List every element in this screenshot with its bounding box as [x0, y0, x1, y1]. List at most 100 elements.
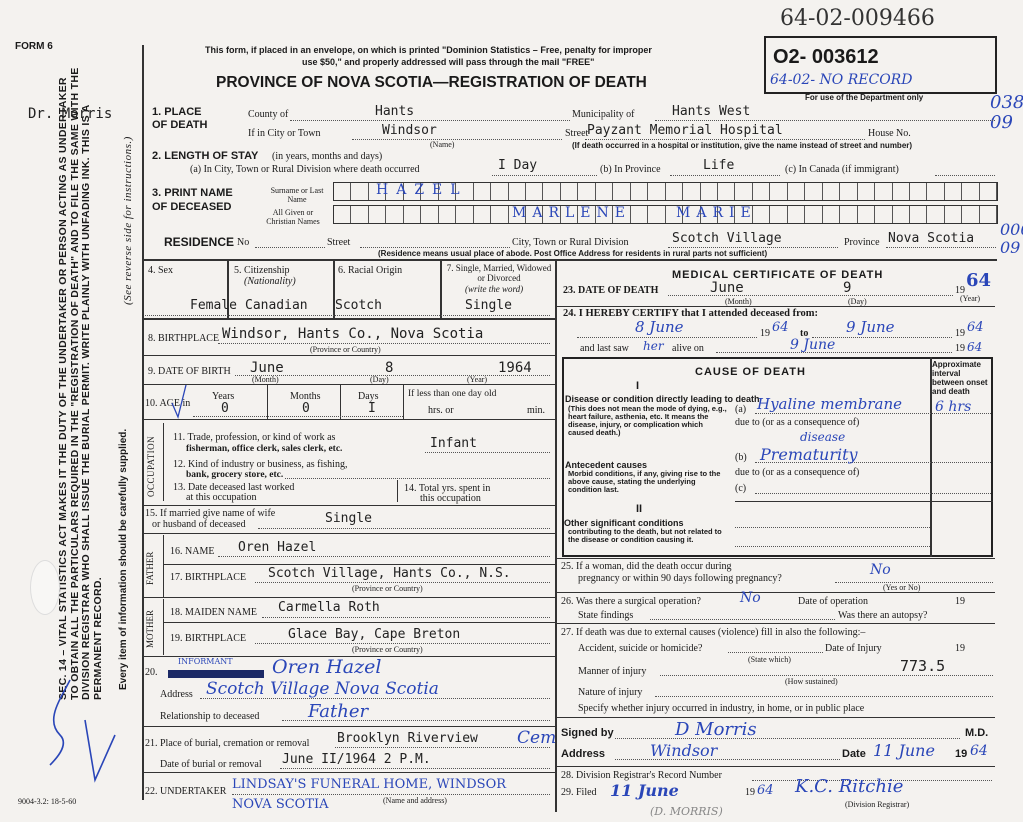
injury-date-label: Date of Injury — [825, 643, 882, 654]
death-year: 64 — [966, 270, 992, 291]
state-which-hint: (State which) — [748, 655, 791, 664]
dob-year: 1964 — [498, 360, 532, 376]
margin-mark: 09 — [1000, 238, 1021, 257]
statute-notice: SEC. 14 – VITAL STATISTICS ACT MAKES IT … — [57, 67, 104, 700]
burial-date-label: Date of burial or removal — [160, 759, 262, 770]
res-no-label: No — [237, 237, 250, 248]
nature-label: Nature of injury — [578, 687, 643, 698]
hospital-note: (If death occurred in a hospital or inst… — [572, 141, 913, 150]
undertaker-line-2: NOVA SCOTIA — [232, 797, 329, 812]
part-one-label: I — [636, 380, 640, 392]
informant-number: 20. — [145, 667, 158, 678]
print-name-label: 3. PRINT NAME OF DECEASED — [152, 187, 233, 213]
less-than-day-label: If less than one day old — [408, 389, 497, 399]
surname-grid[interactable] — [333, 182, 998, 201]
name-address-hint: (Name and address) — [383, 796, 447, 805]
prov-country-hint: (Province or Country) — [352, 645, 423, 654]
registrar-signature: K.C. Ritchie — [795, 776, 904, 797]
year-prefix: 19 — [955, 643, 965, 654]
q12b-label: bank, grocery store, etc. — [186, 470, 284, 480]
res-province-label: Province — [844, 237, 880, 248]
signed-by-label: Signed by — [561, 727, 614, 739]
days-label: Days — [358, 391, 379, 402]
margin-mark: 000 — [1000, 220, 1023, 239]
pregnancy-answer: No — [870, 562, 891, 578]
month-hint: (Month) — [252, 375, 279, 384]
mother-birthplace-label: 19. BIRTHPLACE — [170, 633, 247, 644]
spouse-value: Single — [325, 511, 372, 526]
registrar-label: (Division Registrar) — [845, 800, 910, 809]
q25b-label: pregnancy or within 90 days following pr… — [578, 573, 782, 584]
manner-code: 773.5 — [900, 657, 946, 675]
father-birthplace-label: 17. BIRTHPLACE — [170, 572, 247, 583]
racial-origin-label: 6. Racial Origin — [338, 265, 403, 276]
length-of-stay-label: 2. LENGTH OF STAY — [152, 150, 259, 162]
relationship-value: Father — [308, 701, 369, 722]
margin-mark: 09 — [990, 112, 1013, 133]
age-years: 0 — [221, 401, 229, 416]
alive-on-label: alive on — [672, 343, 704, 354]
mail-notice-2: use $50," and properly addressed will pa… — [302, 57, 595, 67]
mother-maiden-name: Carmella Roth — [278, 600, 380, 615]
q15-label: 15. If married give name of wife — [145, 508, 276, 519]
res-street-label: Street — [327, 237, 351, 248]
mail-notice: This form, if placed in an envelope, on … — [205, 45, 652, 55]
signature-year: 64 — [970, 743, 988, 759]
hrs-label: hrs. or — [428, 405, 454, 416]
burial-place-handwritten: Cem — [517, 728, 557, 748]
signer-address-label: Address — [561, 748, 606, 760]
year-prefix: 19 — [955, 596, 965, 607]
q26-label: 26. Was there a surgical operation? — [561, 596, 701, 607]
form-number: FORM 6 — [15, 41, 53, 52]
other-conditions-label: Other significant conditions — [564, 518, 684, 528]
marital-label: 7. Single, Married, Widowed or Divorced — [446, 263, 552, 283]
q28-label: 28. Division Registrar's Record Number — [561, 770, 722, 781]
prov-country-hint: (Province or Country) — [310, 345, 381, 354]
q27-label: 27. If death was due to external causes … — [561, 627, 866, 638]
racial-origin-value: Scotch — [335, 298, 382, 313]
day-hint: (Day) — [370, 375, 389, 384]
year-prefix: 19 — [955, 748, 968, 760]
sex-value: Female — [190, 298, 237, 313]
md-label: M.D. — [965, 727, 989, 739]
injury-place-label: Specify whether injury occurred in indus… — [578, 703, 865, 714]
due-to-label: due to (or as a consequence of) — [735, 467, 860, 478]
direct-cause-note: (This does not mean the mode of dying, e… — [568, 404, 727, 437]
cause-of-death-title: CAUSE OF DEATH — [695, 366, 806, 378]
months-label: Months — [290, 391, 321, 402]
physician-signature: D Morris — [675, 719, 757, 740]
findings-label: State findings — [578, 610, 634, 621]
signature-date-label: Date — [842, 748, 866, 760]
to-label: to — [800, 328, 809, 339]
citizenship-sub: (Nationality) — [244, 276, 296, 287]
age-months: 0 — [302, 401, 310, 416]
burial-place: Brooklyn Riverview — [337, 731, 478, 746]
death-day: 9 — [843, 280, 852, 296]
cause-b-marker: (b) — [735, 452, 747, 463]
burial-date: June II/1964 2 P.M. — [282, 752, 431, 767]
mother-side-label: MOTHER — [145, 610, 155, 648]
year-prefix: 19 — [745, 787, 755, 798]
check-mark-icon — [49, 679, 116, 783]
doctor-stamp-faint: (D. MORRIS) — [650, 805, 723, 818]
page-title: PROVINCE OF NOVA SCOTIA—REGISTRATION OF … — [216, 74, 647, 91]
signer-address: Windsor — [650, 741, 718, 760]
dept-only-label: For use of the Department only — [805, 93, 924, 102]
reverse-side-note: (See reverse side for instructions.) — [122, 136, 134, 305]
year-prefix: 19 — [760, 328, 770, 339]
medical-certificate-title: MEDICAL CERTIFICATE OF DEATH — [672, 269, 884, 281]
father-name-label: 16. NAME — [170, 546, 215, 557]
given-names-grid[interactable] — [333, 205, 998, 224]
month-hint: (Month) — [725, 297, 752, 306]
attended-to: 9 June — [846, 318, 895, 336]
cause-a-continued: disease — [800, 430, 846, 444]
county-label: County of — [248, 109, 289, 120]
undertaker-line-1: LINDSAY'S FUNERAL HOME, WINDSOR — [232, 777, 507, 792]
stay-b-label: (b) In Province — [600, 164, 661, 175]
informant-label: INFORMANT — [178, 657, 233, 666]
father-birthplace: Scotch Village, Hants Co., N.S. — [268, 566, 511, 581]
res-city-label: City, Town or Rural Division — [512, 237, 629, 248]
relationship-label: Relationship to deceased — [160, 711, 260, 722]
last-saw-year: 64 — [967, 340, 983, 354]
name-hint: (Name) — [430, 140, 455, 149]
